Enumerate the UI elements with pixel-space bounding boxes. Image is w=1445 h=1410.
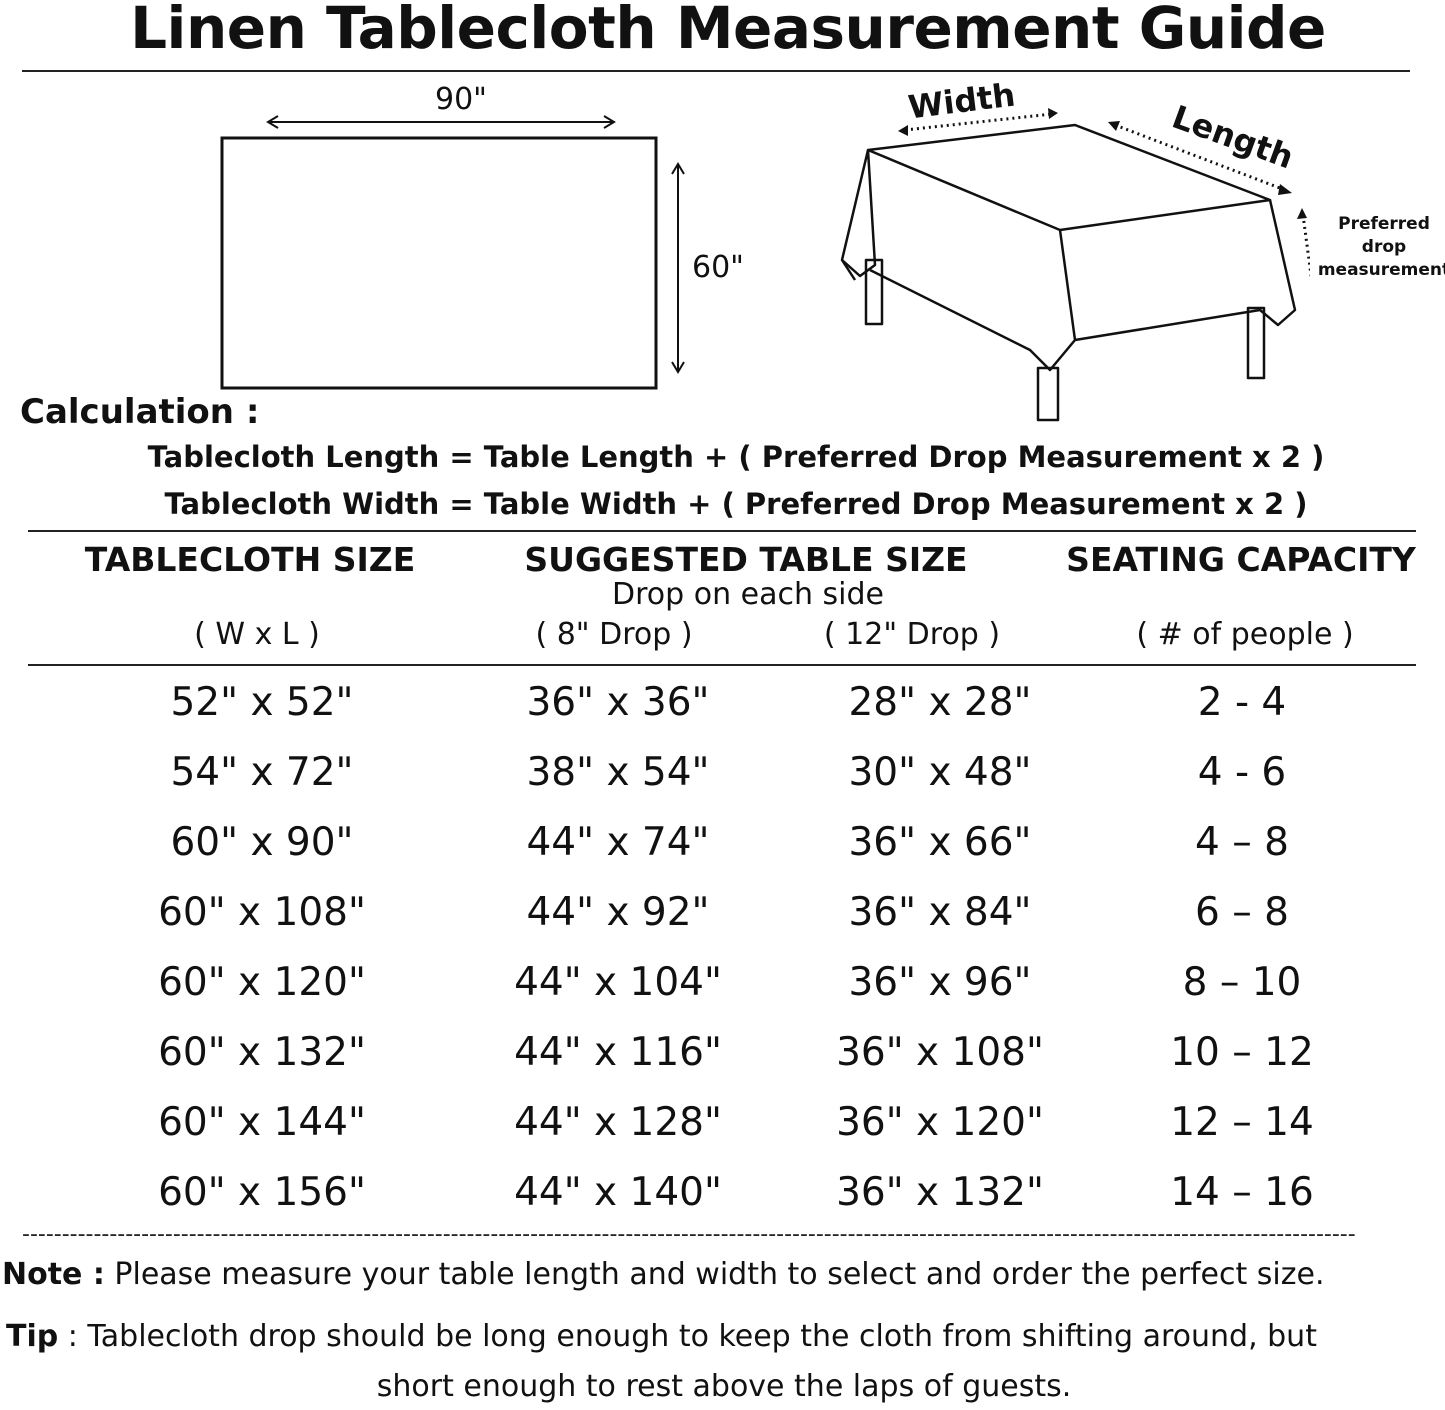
subheader-wxl: ( W x L ) [194,617,320,652]
seating-capacity-cell: 8 – 10 [1182,960,1302,1005]
drop-label-line: measurement [1317,260,1445,280]
tip-text-line2: short enough to rest above the laps of g… [376,1369,1072,1404]
table-size-8-drop-cell: 44" x 92" [526,890,710,935]
note-text: Please measure your table length and wid… [104,1257,1325,1292]
tablecloth-size-cell: 60" x 144" [158,1100,366,1145]
formula-width: Tablecloth Width = Table Width + ( Prefe… [164,487,1308,521]
seating-capacity-cell: 6 – 8 [1195,890,1289,935]
table-size-12-drop-cell: 36" x 120" [836,1100,1044,1145]
header-seating-capacity: SEATING CAPACITY [1066,540,1416,579]
table-size-12-drop-cell: 36" x 66" [848,820,1032,865]
tablecloth-size-cell: 60" x 120" [158,960,366,1005]
subheader-12-drop: ( 12" Drop ) [823,617,1001,652]
seating-capacity-cell: 12 – 14 [1170,1100,1314,1145]
tablecloth-size-cell: 60" x 156" [158,1170,366,1215]
table-size-12-drop-cell: 28" x 28" [848,680,1032,725]
table-size-8-drop-cell: 44" x 104" [514,960,722,1005]
table-size-8-drop-cell: 44" x 74" [526,820,710,865]
seating-capacity-cell: 4 - 6 [1197,750,1287,795]
tablecloth-size-cell: 60" x 90" [170,820,354,865]
table-size-8-drop-cell: 44" x 116" [514,1030,722,1075]
drop-label-line: drop [1361,237,1407,257]
subheader-people: ( # of people ) [1136,617,1354,652]
width-label: 90" [435,82,487,117]
subheader-8-drop: ( 8" Drop ) [535,617,693,652]
tablecloth-size-cell: 54" x 72" [170,750,354,795]
header-tablecloth-size: TABLECLOTH SIZE [84,540,416,579]
dashed-divider: ----------------------------------------… [22,1222,1356,1247]
note: Note : Please measure your table length … [2,1257,1325,1292]
seating-capacity-cell: 14 – 16 [1170,1170,1314,1215]
formula-length: Tablecloth Length = Table Length + ( Pre… [147,440,1325,474]
tip-label: Tip [6,1319,59,1354]
divider [28,530,1416,532]
height-label: 60" [692,250,744,285]
tip-text: : Tablecloth drop should be long enough … [58,1319,1317,1354]
table-size-8-drop-cell: 36" x 36" [526,680,710,725]
rectangle-diagram [220,115,685,390]
seating-capacity-cell: 10 – 12 [1170,1030,1314,1075]
table-size-12-drop-cell: 36" x 132" [836,1170,1044,1215]
tablecloth-size-cell: 60" x 108" [158,890,366,935]
header-suggested-table-size: SUGGESTED TABLE SIZE [524,540,968,579]
drop-label-line: Preferred [1338,214,1430,234]
divider [22,70,1410,72]
page-title: Linen Tablecloth Measurement Guide [130,0,1326,62]
divider [28,664,1416,666]
table-illustration [840,108,1310,422]
table-size-12-drop-cell: 36" x 84" [848,890,1032,935]
table-size-8-drop-cell: 44" x 128" [514,1100,722,1145]
tablecloth-size-cell: 52" x 52" [170,680,354,725]
suggested-subheader: Drop on each side [612,577,884,612]
tablecloth-size-cell: 60" x 132" [158,1030,366,1075]
seating-capacity-cell: 4 – 8 [1195,820,1289,865]
drop-label: Preferred drop measurement [1318,213,1445,282]
table-size-12-drop-cell: 36" x 96" [848,960,1032,1005]
tip: Tip : Tablecloth drop should be long eno… [6,1319,1317,1354]
table-size-8-drop-cell: 44" x 140" [514,1170,722,1215]
calculation-heading: Calculation : [20,392,260,432]
seating-capacity-cell: 2 - 4 [1197,680,1287,725]
table-size-12-drop-cell: 30" x 48" [848,750,1032,795]
table-size-12-drop-cell: 36" x 108" [836,1030,1044,1075]
note-label: Note : [2,1257,105,1292]
table-size-8-drop-cell: 38" x 54" [526,750,710,795]
